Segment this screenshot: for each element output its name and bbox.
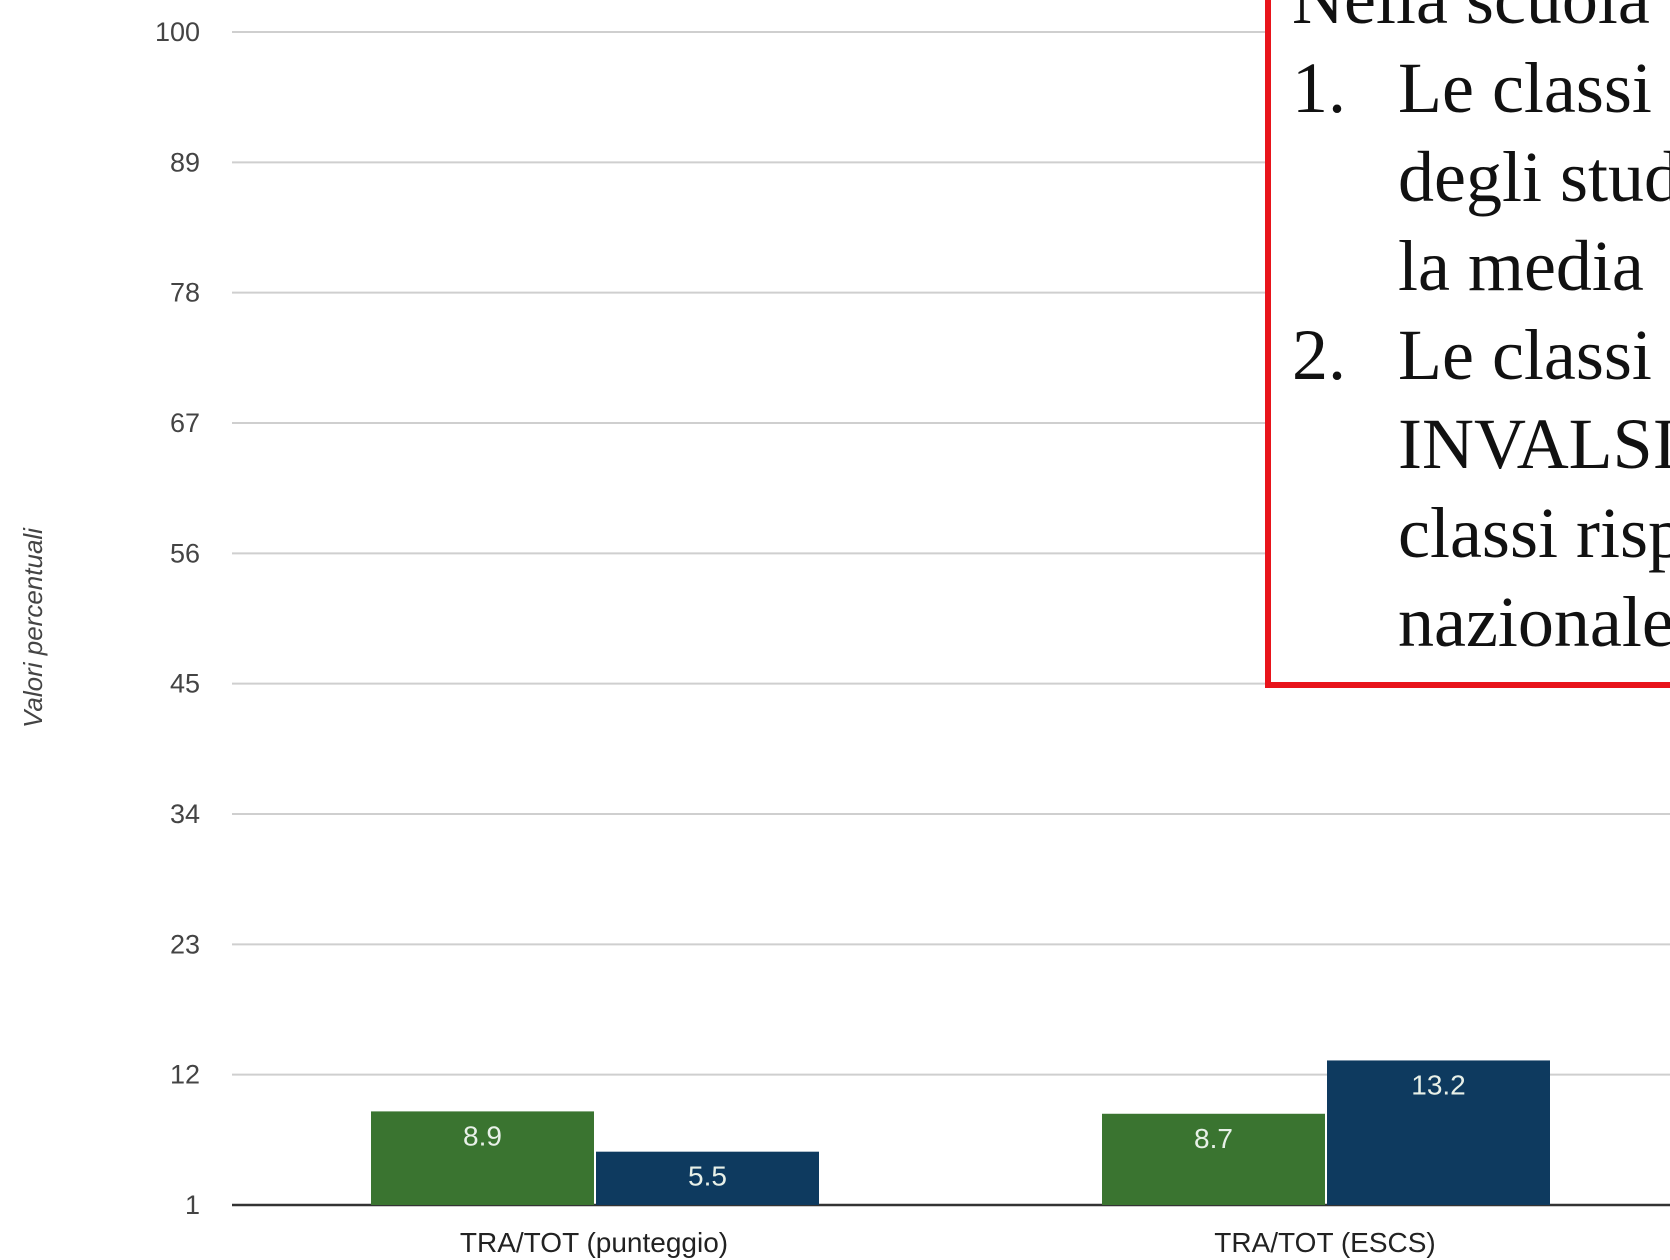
bar — [1102, 1113, 1325, 1205]
note-line: degli stud — [1398, 137, 1670, 217]
y-tick-label: 45 — [170, 669, 200, 699]
y-tick-label: 1 — [185, 1190, 200, 1220]
x-tick-label: TRA/TOT (ESCS) — [1214, 1227, 1435, 1258]
y-tick-label: 23 — [170, 929, 200, 959]
note-line: Le classi — [1398, 48, 1652, 128]
note-intro: Nella scuola — [1292, 0, 1650, 39]
bar — [371, 1111, 594, 1205]
value-label: 8.7 — [1194, 1123, 1233, 1154]
note-box — [1265, 0, 1670, 688]
note-line: classi risp — [1398, 493, 1670, 573]
value-label: 5.5 — [688, 1161, 727, 1192]
y-tick-label: 100 — [155, 17, 200, 47]
bar — [596, 1151, 819, 1205]
y-tick-label: 89 — [170, 147, 200, 177]
note-number: 1. — [1292, 48, 1346, 128]
value-label: 13.2 — [1411, 1069, 1466, 1100]
y-axis-title: Valori percentuali — [18, 527, 48, 728]
note-line: Le classi — [1398, 315, 1652, 395]
y-tick-label: 34 — [170, 799, 200, 829]
y-tick-label: 56 — [170, 538, 200, 568]
note-line: la media — [1398, 226, 1644, 306]
y-tick-label: 12 — [170, 1060, 200, 1090]
note-line: nazionale — [1398, 582, 1670, 662]
note-line: INVALSI — [1398, 404, 1670, 484]
note-number: 2. — [1292, 315, 1346, 395]
y-tick-label: 67 — [170, 408, 200, 438]
value-label: 8.9 — [463, 1120, 502, 1151]
bar — [1327, 1060, 1550, 1205]
x-tick-label: TRA/TOT (punteggio) — [460, 1227, 728, 1258]
y-tick-label: 78 — [170, 278, 200, 308]
